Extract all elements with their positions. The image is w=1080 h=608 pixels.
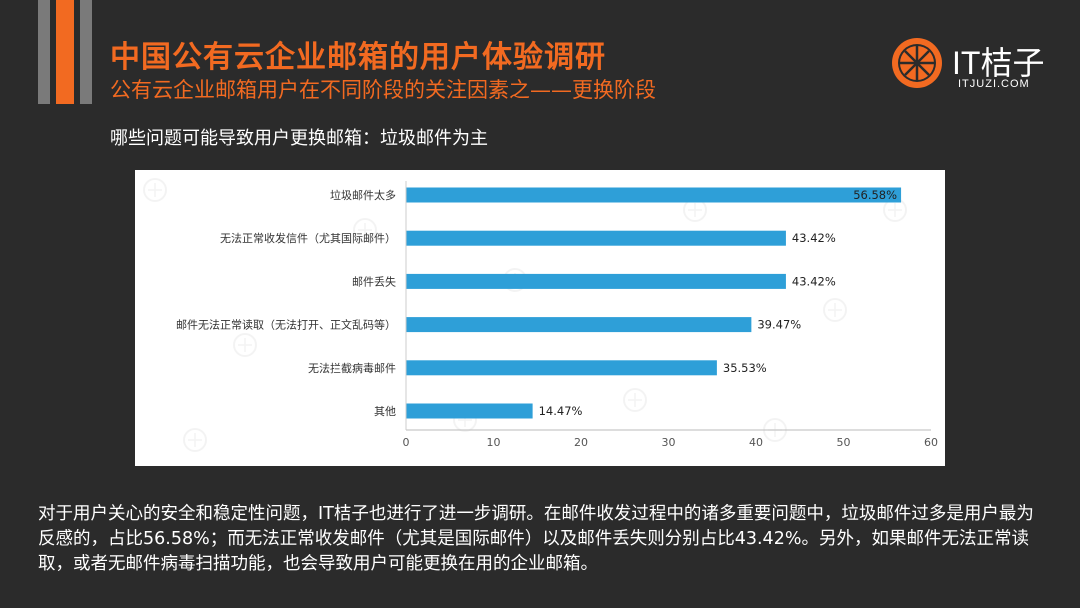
x-tick-label-5: 50	[837, 436, 851, 449]
x-tick-label-0: 0	[403, 436, 410, 449]
bar-2	[406, 273, 786, 289]
watermark-icon	[823, 298, 847, 322]
bar-chart: 垃圾邮件太多 56.58% 无法正常收发信件（尤其国际邮件） 43.42% 邮件丢失 43…	[143, 178, 938, 452]
x-tick-label-6: 60	[924, 436, 938, 449]
value-label-5: 14.47%	[539, 404, 583, 418]
x-tick-label-4: 40	[749, 436, 763, 449]
decor-bar-orange	[56, 0, 74, 104]
x-tick-label-2: 20	[574, 436, 588, 449]
watermark-icon	[353, 218, 377, 242]
bar-4	[406, 360, 717, 376]
category-label-2: 邮件丢失	[352, 275, 396, 288]
body-paragraph: 对于用户关心的安全和稳定性问题，IT桔子也进行了进一步调研。在邮件收发过程中的诸…	[38, 504, 1034, 574]
category-label-4: 无法拦截病毒邮件	[308, 361, 396, 375]
brand-logo: IT桔子 ITJUZI.COM	[890, 36, 1060, 92]
bar-1	[406, 230, 786, 246]
category-label-3: 邮件无法正常读取（无法打开、正文乱码等）	[176, 318, 396, 332]
axis-layer: 0 10 20 30 40 50 60	[403, 181, 938, 449]
value-label-0: 56.58%	[853, 188, 897, 202]
orange-slice-icon	[892, 38, 942, 88]
category-label-1: 无法正常收发信件（尤其国际邮件）	[220, 231, 396, 245]
bars-layer: 垃圾邮件太多 56.58% 无法正常收发信件（尤其国际邮件） 43.42% 邮件丢失 43…	[176, 187, 902, 419]
value-label-3: 39.47%	[757, 318, 801, 332]
page-title: 中国公有云企业邮箱的用户体验调研	[110, 40, 606, 75]
watermark-icon	[623, 388, 647, 412]
category-label-5: 其他	[374, 405, 396, 418]
value-label-1: 43.42%	[792, 231, 836, 245]
watermark-icon	[143, 178, 167, 202]
decor-bar-gray-right	[80, 0, 92, 104]
chart-panel: 垃圾邮件太多 56.58% 无法正常收发信件（尤其国际邮件） 43.42% 邮件丢失 43…	[135, 170, 945, 466]
page-subtitle: 公有云企业邮箱用户在不同阶段的关注因素之——更换阶段	[110, 78, 656, 102]
category-label-0: 垃圾邮件太多	[330, 188, 396, 202]
watermark-icon	[183, 428, 207, 452]
x-tick-label-1: 10	[487, 436, 501, 449]
decor-bar-gray-left	[38, 0, 50, 104]
bar-3	[406, 317, 752, 333]
logo-url: ITJUZI.COM	[958, 78, 1030, 90]
bar-5	[406, 403, 533, 419]
value-label-2: 43.42%	[792, 274, 836, 288]
value-label-4: 35.53%	[723, 361, 767, 375]
x-tick-label-3: 30	[662, 436, 676, 449]
watermark-icon	[233, 333, 257, 357]
logo-text: IT桔子	[952, 45, 1045, 81]
chart-question: 哪些问题可能导致用户更换邮箱：垃圾邮件为主	[110, 128, 488, 149]
bar-0	[406, 187, 902, 203]
